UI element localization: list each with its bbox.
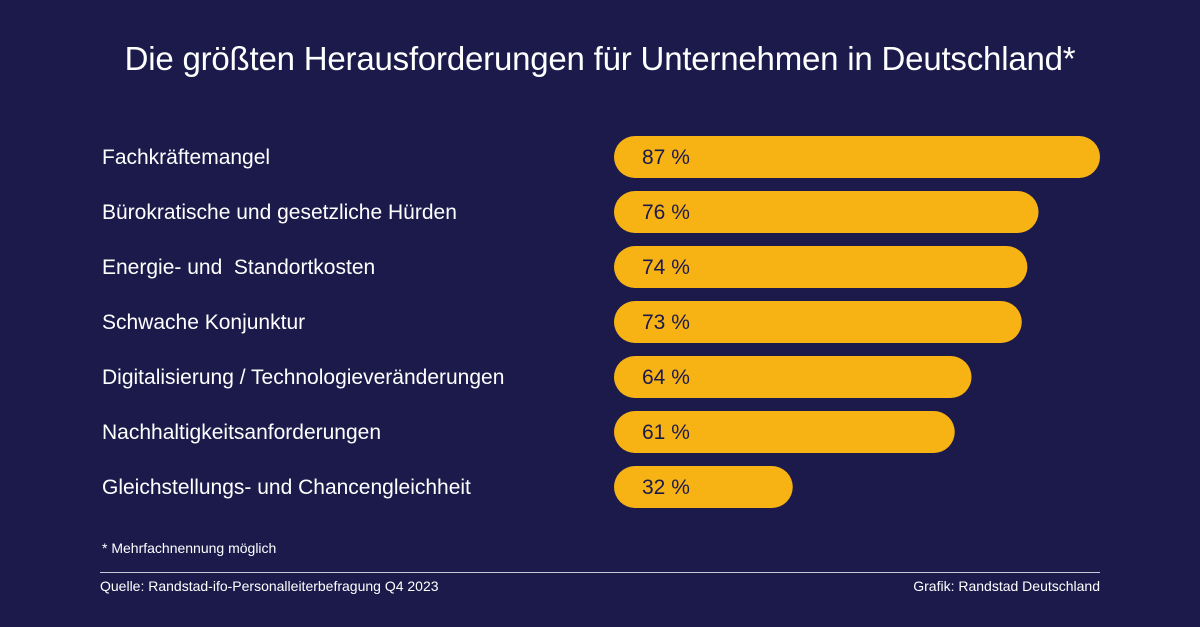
category-label: Gleichstellungs- und Chancengleichheit [102,476,471,499]
graphic-credit: Grafik: Randstad Deutschland [913,578,1100,594]
bar [614,466,793,508]
footer-divider [100,572,1100,573]
value-label: 74 % [642,256,690,279]
category-label: Bürokratische und gesetzliche Hürden [102,201,457,224]
bar [614,136,1100,178]
category-label: Fachkräftemangel [102,146,270,169]
bar [614,301,1022,343]
bar [614,246,1028,288]
bar [614,356,972,398]
category-label: Energie- und Standortkosten [102,256,375,279]
footnote: * Mehrfachnennung möglich [102,540,277,556]
value-label: 64 % [642,366,690,389]
value-label: 32 % [642,476,690,499]
category-label: Nachhaltigkeitsanforderungen [102,421,381,444]
bar [614,191,1039,233]
value-label: 87 % [642,146,690,169]
source-note: Quelle: Randstad-ifo-Personalleiterbefra… [100,578,439,594]
bar [614,411,955,453]
value-label: 61 % [642,421,690,444]
value-label: 76 % [642,201,690,224]
value-label: 73 % [642,311,690,334]
chart-title: Die größten Herausforderungen für Untern… [124,40,1076,77]
category-label: Digitalisierung / Technologieveränderung… [102,366,504,389]
category-label: Schwache Konjunktur [102,311,305,334]
